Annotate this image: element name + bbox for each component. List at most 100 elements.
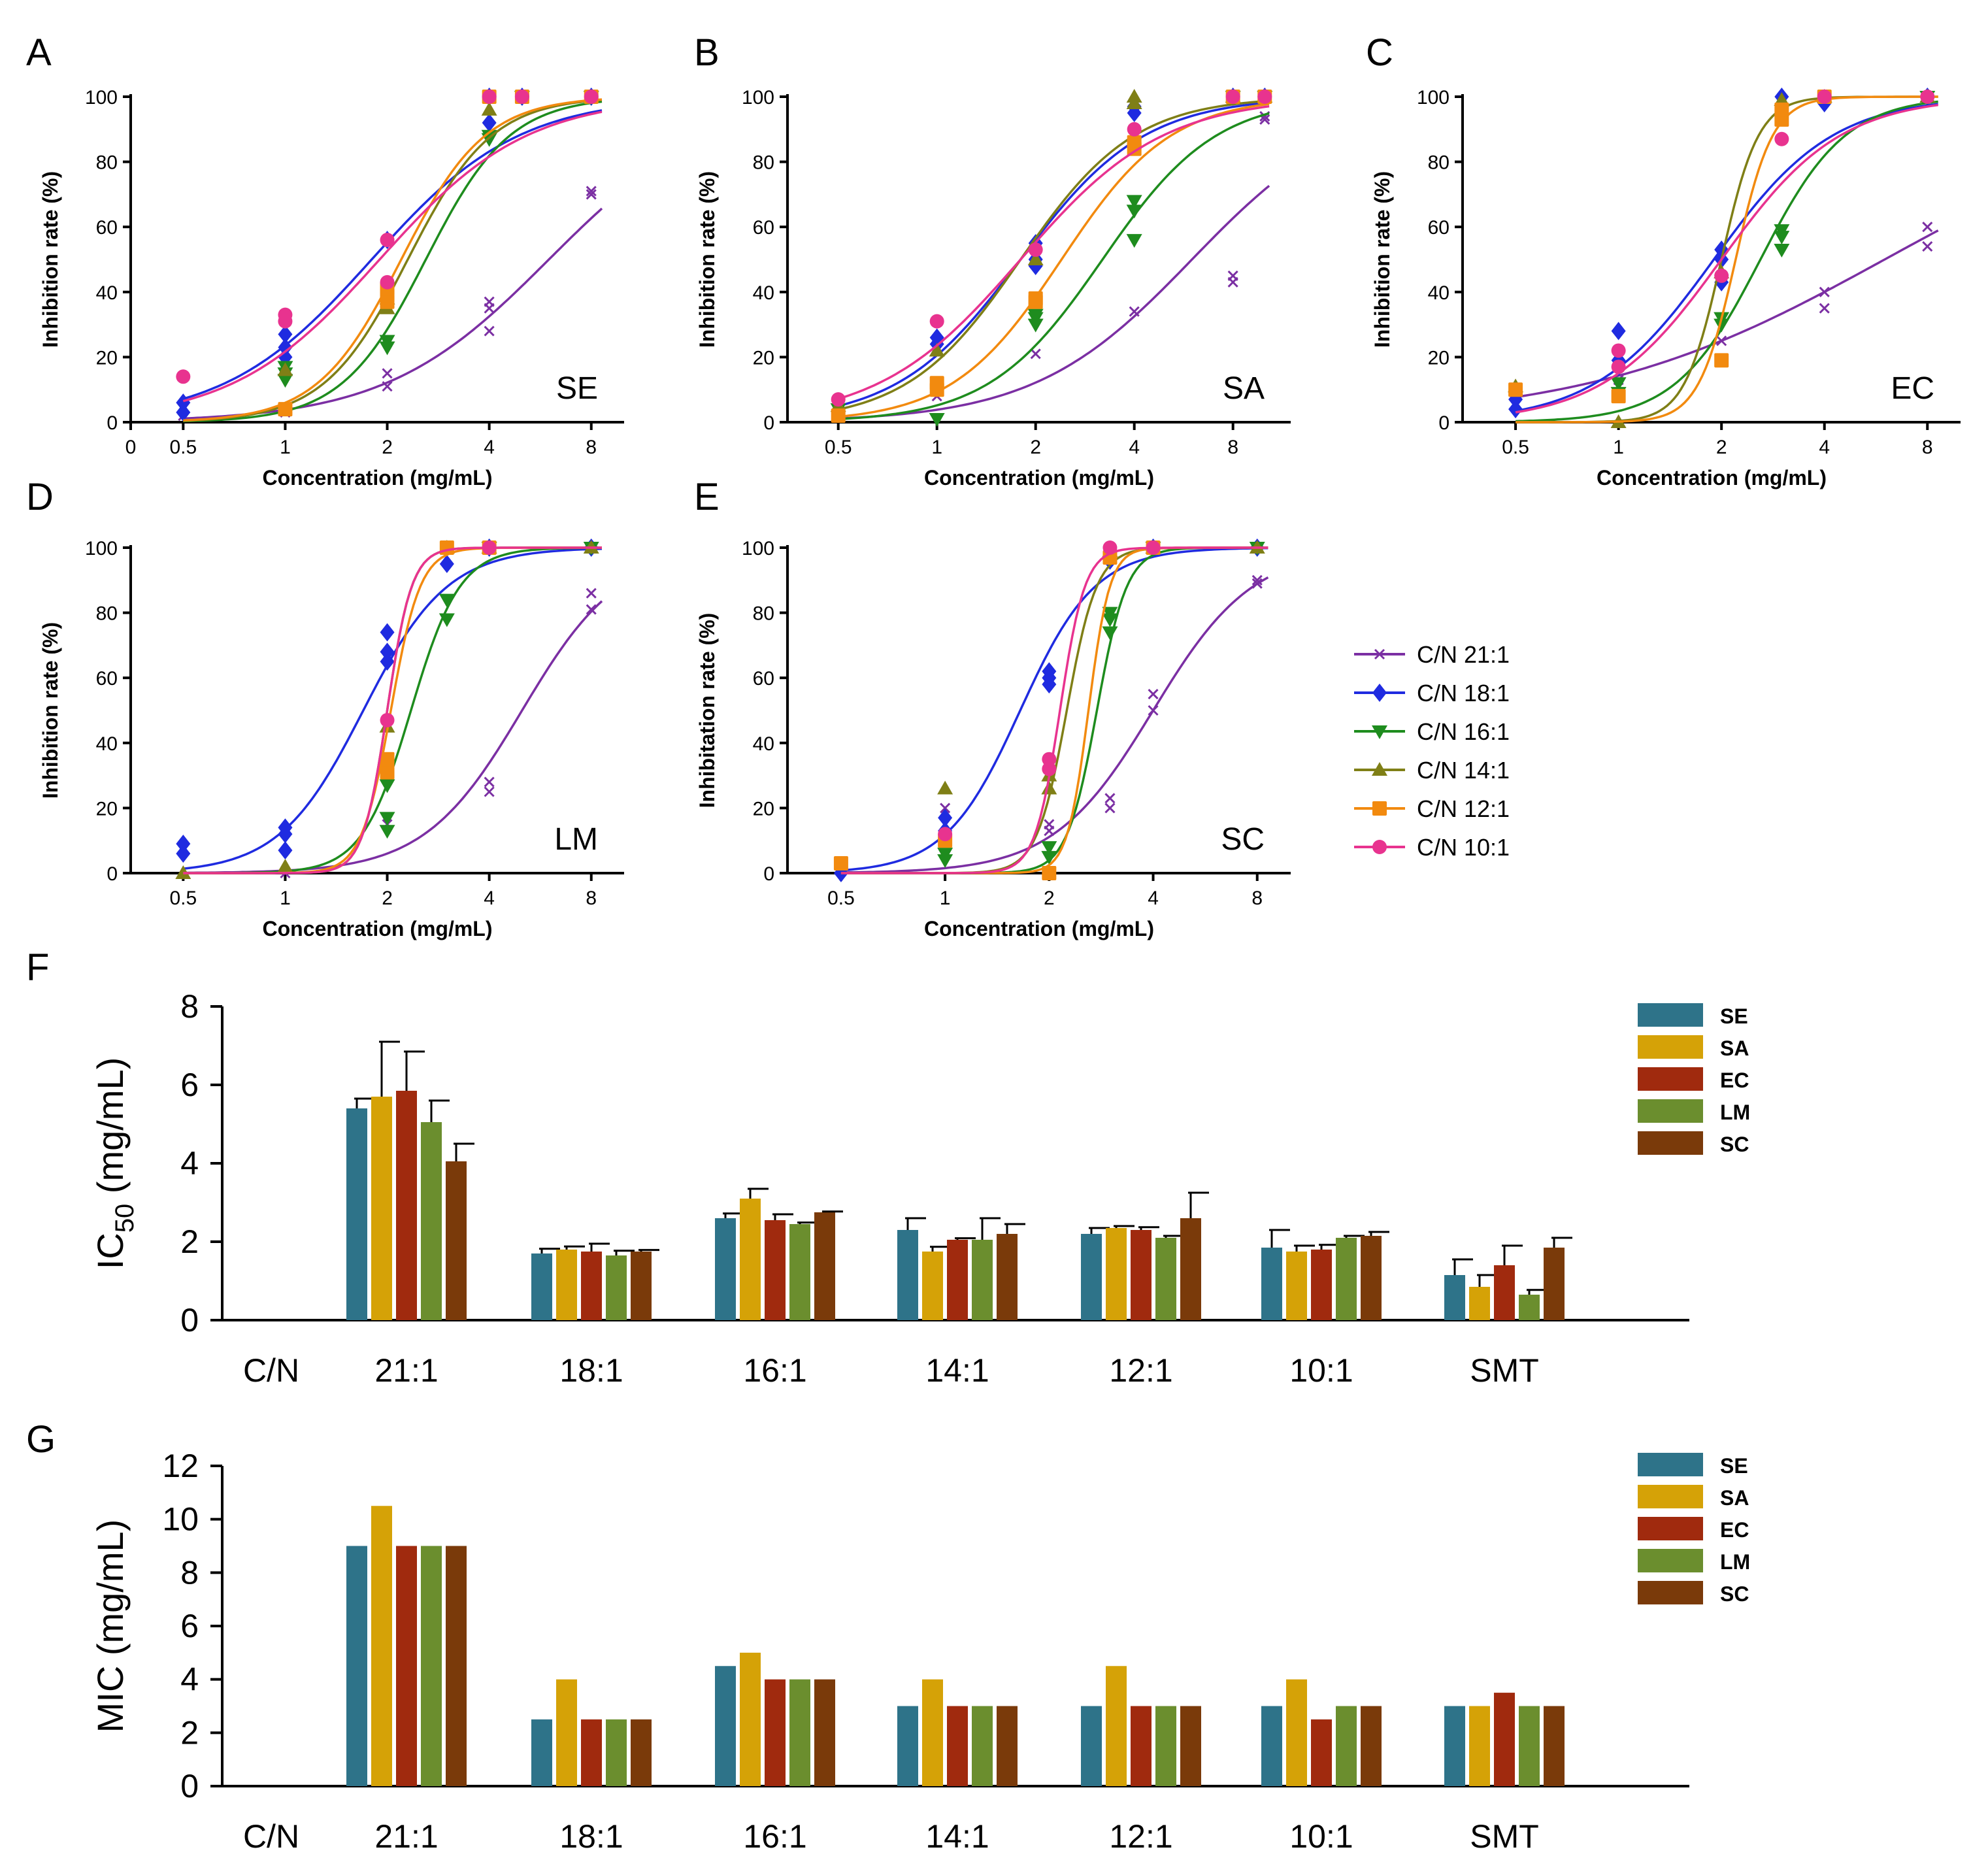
y-tick-label: 12 [162, 1448, 199, 1484]
data-point [439, 540, 454, 555]
panel-c: C 0 20 40 60 80 100 0.5 1 2 4 8 Concentration (mg/mL… [1366, 31, 1961, 489]
legend-swatch [1638, 1517, 1703, 1540]
fit-curve [838, 105, 1270, 400]
data-point [481, 101, 497, 116]
bar [421, 1122, 442, 1320]
data-point [439, 554, 454, 573]
data-point [278, 338, 293, 357]
bar [1519, 1706, 1540, 1786]
bar [1286, 1252, 1307, 1320]
y-tick-label: 80 [96, 152, 118, 174]
legend-label: C/N 16:1 [1417, 718, 1510, 745]
data-point [1251, 578, 1263, 589]
fit-curve [840, 546, 1268, 874]
data-point [1042, 752, 1057, 767]
data-point [1148, 689, 1159, 700]
fit-curve [840, 546, 1268, 874]
fit-curve [182, 110, 603, 403]
legend-swatch [1638, 1581, 1703, 1604]
legend-swatch [1638, 1453, 1703, 1476]
y-tick-label: 20 [753, 798, 774, 820]
panel-a: A 0 20 40 60 80 100 0 0.5 1 2 4 8 Concentration (mg/m… [26, 31, 624, 489]
x-tick-label: 18:1 [559, 1352, 623, 1389]
data-point [1104, 803, 1116, 814]
y-tick-label: 0 [180, 1302, 199, 1338]
legend-swatch [1638, 1485, 1703, 1508]
legend-label: C/N 10:1 [1417, 834, 1510, 861]
data-point [1611, 322, 1626, 340]
data-point [277, 362, 293, 376]
x-tick-label: 1 [931, 437, 942, 458]
panel-e: E 0 20 40 60 80 100 0.5 1 2 4 8 Concentration (mg/mL… [694, 476, 1291, 940]
legend-swatch [1638, 1549, 1703, 1572]
data-point [1126, 89, 1142, 103]
data-point [1774, 244, 1790, 258]
x-tick-label: 2 [1030, 437, 1041, 458]
data-point [938, 827, 953, 842]
y-tick-label: 100 [1417, 87, 1450, 108]
data-point [1127, 135, 1142, 150]
organism-tag: LM [554, 822, 598, 857]
x-tick-label: 4 [484, 888, 495, 909]
bar [715, 1218, 736, 1320]
data-point [380, 274, 395, 290]
data-point [833, 856, 848, 871]
data-point [1030, 348, 1041, 359]
bar [1286, 1679, 1307, 1786]
x-tick-label: 14:1 [925, 1818, 989, 1855]
organism-tag: SE [556, 371, 598, 406]
bar [1155, 1238, 1176, 1320]
bar [531, 1719, 552, 1786]
legend-swatch [1638, 1003, 1703, 1027]
y-tick-label: 8 [180, 988, 199, 1025]
fit-curve [840, 546, 1268, 874]
fit-curve [183, 98, 603, 422]
bar [1544, 1248, 1565, 1320]
organism-tag: SA [1223, 371, 1265, 406]
data-point [586, 604, 597, 615]
legend-label: LM [1720, 1101, 1750, 1124]
data-point [1922, 241, 1933, 252]
organism-tag: SC [1221, 822, 1265, 857]
x-tick-label: 10:1 [1289, 1352, 1353, 1389]
bar [972, 1240, 993, 1320]
x-tick-label: 4 [1129, 437, 1140, 458]
data-point [1102, 626, 1118, 640]
bar [346, 1546, 367, 1786]
fit-curve [182, 109, 603, 400]
data-point [176, 393, 191, 412]
data-point [176, 835, 191, 854]
x-tick-label: 18:1 [559, 1818, 623, 1855]
x-axis-title: Concentration (mg/mL) [263, 917, 493, 940]
y-tick-label: 100 [85, 87, 118, 108]
data-point [831, 392, 846, 407]
data-point [1027, 252, 1044, 265]
bar [947, 1240, 968, 1320]
fit-curve [840, 546, 1268, 874]
data-point [929, 376, 944, 391]
bar [814, 1679, 835, 1786]
data-point [484, 786, 495, 797]
data-point [484, 776, 495, 788]
bar [789, 1679, 810, 1786]
x-axis-title: C/N [243, 1352, 299, 1389]
data-point [176, 369, 191, 384]
organism-tag: EC [1891, 371, 1934, 406]
data-point [277, 859, 293, 873]
x-tick-label: 2 [1044, 888, 1055, 909]
data-point [379, 779, 395, 793]
data-point [584, 90, 599, 104]
bar [1444, 1275, 1465, 1320]
data-point [1714, 268, 1729, 283]
y-tick-label: 20 [96, 347, 118, 369]
bar [371, 1506, 392, 1786]
bar [1180, 1706, 1201, 1786]
panel-label: G [26, 1418, 56, 1461]
data-point [1127, 122, 1142, 137]
data-point [482, 90, 497, 104]
bar [922, 1252, 943, 1320]
legend-label: SE [1720, 1004, 1748, 1028]
y-tick-label: 60 [96, 668, 118, 689]
bar [606, 1719, 627, 1786]
data-point [380, 765, 395, 780]
